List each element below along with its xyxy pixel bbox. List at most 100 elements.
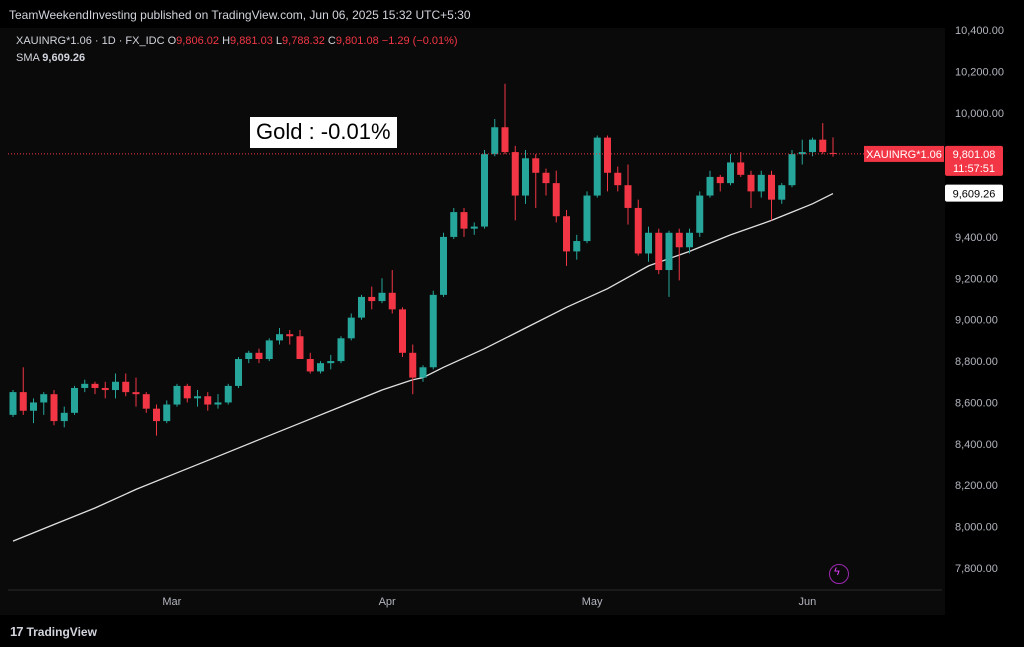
open-value: 9,806.02	[176, 35, 219, 47]
candle-body	[798, 152, 806, 155]
candle-body	[686, 232, 693, 248]
candle	[788, 150, 796, 188]
candle-body	[727, 162, 734, 184]
candle	[501, 83, 509, 155]
sma-line	[12, 193, 834, 542]
candle-body	[358, 296, 365, 318]
y-tick-label: 10,400.00	[955, 25, 1004, 37]
candle	[194, 390, 201, 407]
candle	[757, 170, 765, 198]
ohlc-legend: XAUINRG*1.06 · 1D · FX_IDC O9,806.02 H9,…	[16, 35, 458, 47]
low-value: 9,788.32	[282, 35, 325, 47]
candle	[665, 230, 673, 297]
candle	[71, 385, 78, 415]
candle	[286, 330, 294, 345]
candle-body	[542, 172, 550, 184]
candle	[532, 154, 540, 208]
candle	[245, 350, 253, 364]
candle-body	[809, 139, 816, 153]
candle	[522, 150, 529, 204]
candle	[450, 207, 458, 239]
candle	[347, 313, 355, 341]
candle-body	[481, 154, 488, 227]
y-tick-label: 8,600.00	[955, 397, 998, 409]
candle-body	[450, 212, 458, 237]
candle	[470, 222, 478, 235]
candle	[224, 383, 232, 405]
candle-body	[235, 359, 242, 386]
candle-body	[634, 207, 642, 254]
candle-body	[347, 317, 355, 339]
candle	[378, 278, 386, 304]
candle-body	[245, 352, 253, 360]
candle-body	[153, 408, 160, 422]
candle	[276, 327, 283, 345]
x-tick-label: Jun	[799, 596, 817, 608]
candle	[40, 392, 48, 415]
candle	[460, 207, 468, 237]
candle-body	[593, 137, 601, 196]
candle	[686, 228, 693, 254]
candle	[696, 191, 704, 237]
candle-body	[378, 292, 386, 302]
change-value: −1.29 (−0.01%)	[381, 35, 458, 47]
footer	[0, 615, 1024, 647]
candle	[511, 145, 519, 221]
candle-body	[388, 292, 396, 310]
candle-body	[409, 352, 417, 378]
price-tag: 9,801.08	[953, 149, 996, 161]
candle	[604, 135, 611, 192]
symbol-tag: XAUINRG*1.06	[866, 149, 942, 161]
y-tick-label: 10,000.00	[955, 108, 1004, 120]
candle-body	[604, 137, 611, 173]
candle	[101, 381, 109, 399]
candle-layer	[9, 83, 837, 436]
candle	[655, 228, 663, 275]
sma-label: SMA	[16, 52, 40, 64]
candle	[798, 139, 806, 165]
candle-body	[224, 385, 232, 403]
candle	[132, 377, 140, 407]
candle-body	[460, 212, 468, 229]
candle-body	[706, 176, 714, 196]
candle	[768, 170, 775, 221]
candle	[645, 226, 652, 262]
candle-body	[563, 216, 570, 252]
candle-body	[276, 334, 283, 341]
candle	[265, 338, 273, 362]
candle-body	[829, 152, 837, 154]
candle	[122, 373, 130, 397]
sma-legend[interactable]: SMA 9,609.26	[16, 52, 85, 64]
candle	[358, 294, 365, 320]
candle-body	[470, 226, 478, 229]
gold-annotation[interactable]: Gold : -0.01%	[250, 117, 397, 148]
candle	[91, 381, 99, 395]
candle-body	[552, 183, 560, 217]
candle	[388, 270, 396, 314]
lightning-icon[interactable]: ϟ	[829, 564, 849, 584]
sma-tag-bg	[945, 184, 1003, 202]
candle	[317, 361, 324, 374]
candle-body	[142, 394, 150, 409]
candle	[306, 352, 314, 374]
candle	[614, 166, 622, 192]
candle-body	[747, 174, 755, 192]
candle	[255, 348, 263, 364]
candle-body	[491, 127, 499, 155]
price-tag-bg	[945, 145, 1003, 176]
candle	[153, 404, 160, 436]
tradingview-logo[interactable]: 17 TradingView	[10, 624, 97, 639]
high-label: H	[222, 35, 231, 47]
candle	[809, 137, 816, 157]
candle	[716, 174, 724, 192]
candle-body	[50, 394, 58, 422]
candle-body	[624, 185, 632, 208]
candle-body	[204, 396, 212, 405]
candle	[60, 406, 68, 428]
candle	[706, 170, 714, 198]
y-tick-label: 9,000.00	[955, 315, 998, 327]
axis-layer: 10,400.00 10,200.00 10,000.00 9,400.00 9,200…	[162, 25, 1004, 608]
candle-body	[327, 361, 335, 364]
grid-layer	[8, 28, 1024, 615]
